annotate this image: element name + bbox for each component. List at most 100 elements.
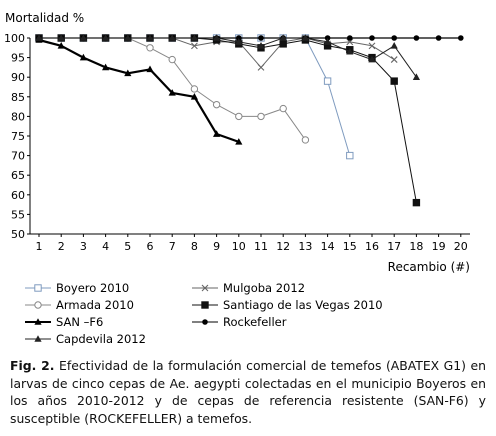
data-point (235, 112, 243, 121)
x-tick-label: 17 (387, 240, 401, 253)
legend-swatch-marker (34, 301, 42, 309)
x-tick-label: 13 (298, 240, 312, 253)
legend-label: Rockefeller (223, 315, 287, 329)
legend-swatch-marker (34, 318, 42, 325)
y-tick-label: 100 (4, 32, 25, 45)
data-point (390, 42, 398, 49)
data-point (124, 34, 132, 41)
data-point (213, 34, 221, 41)
data-point (391, 35, 398, 41)
data-point (102, 34, 110, 41)
series-7 (35, 34, 420, 80)
data-point (368, 55, 376, 63)
x-tick-label: 14 (321, 240, 335, 253)
legend-swatch-marker (202, 319, 208, 325)
data-point (369, 35, 375, 41)
data-point (324, 38, 332, 45)
data-point (301, 34, 309, 41)
x-tick-label: 19 (432, 240, 446, 253)
data-point (435, 35, 442, 41)
data-point (279, 104, 287, 113)
data-point (412, 73, 420, 80)
legend-swatch-marker (201, 284, 209, 292)
data-point (102, 63, 110, 71)
data-point (79, 34, 87, 41)
x-tick-label: 12 (276, 240, 290, 253)
legend-label: Capdevila 2012 (56, 332, 146, 346)
data-point (324, 35, 331, 41)
data-point (191, 42, 198, 50)
series-line (39, 37, 306, 141)
x-tick-label: 16 (365, 240, 379, 253)
y-tick-label: 90 (11, 71, 25, 84)
y-tick-label: 55 (11, 208, 25, 221)
legend-item: Boyero 2010 (25, 281, 129, 295)
data-point (258, 35, 264, 41)
x-tick-label: 6 (147, 240, 154, 253)
x-tick-label: 10 (232, 240, 246, 253)
data-point (257, 42, 265, 49)
y-tick-label: 65 (11, 169, 25, 182)
data-point (213, 130, 221, 137)
data-point (146, 44, 154, 52)
data-point (412, 198, 421, 207)
data-point (458, 35, 464, 41)
data-point (212, 100, 221, 109)
data-point (146, 34, 154, 41)
data-point (190, 93, 198, 100)
legend-item: Armada 2010 (25, 298, 134, 312)
data-point (323, 77, 332, 85)
x-tick-label: 1 (36, 240, 43, 253)
data-point (279, 40, 287, 48)
data-point (235, 38, 243, 45)
legend-label: Armada 2010 (56, 298, 134, 312)
y-tick-label: 60 (11, 189, 25, 202)
y-tick-label: 70 (11, 150, 25, 163)
x-tick-label: 15 (343, 240, 357, 253)
data-point (346, 151, 354, 160)
legend-swatch-marker (201, 301, 209, 309)
data-point (236, 35, 242, 41)
x-tick-label: 18 (409, 240, 423, 253)
legend-label: Santiago de las Vegas 2010 (223, 298, 383, 312)
y-tick-label: 95 (11, 52, 25, 65)
legend-item: Mulgoba 2012 (192, 281, 305, 295)
series-5 (35, 36, 243, 145)
legend-item: Santiago de las Vegas 2010 (192, 298, 383, 312)
legend-label: SAN –F6 (56, 315, 103, 329)
data-point (347, 35, 353, 41)
legend-item: Rockefeller (192, 315, 287, 329)
x-tick-label: 4 (102, 240, 109, 253)
data-point (124, 69, 132, 77)
data-point (79, 53, 87, 61)
y-tick-label: 75 (11, 130, 25, 143)
data-point (390, 56, 398, 63)
x-tick-label: 7 (169, 240, 176, 253)
legend-item: SAN –F6 (25, 315, 103, 329)
data-point (168, 89, 176, 96)
legend-item: Capdevila 2012 (25, 332, 146, 346)
x-tick-label: 2 (58, 240, 65, 253)
data-point (413, 35, 420, 41)
series-4 (35, 34, 421, 207)
data-point (279, 34, 287, 41)
x-tick-label: 9 (213, 240, 220, 253)
y-tick-label: 50 (11, 228, 25, 241)
data-point (346, 47, 354, 55)
x-axis-title: Recambio (#) (388, 260, 470, 274)
x-tick-label: 8 (191, 240, 198, 253)
data-point (390, 77, 398, 85)
data-point (57, 42, 65, 49)
x-tick-label: 3 (80, 240, 87, 253)
y-tick-label: 85 (11, 91, 25, 104)
data-point (301, 136, 310, 144)
data-point (257, 112, 265, 121)
figure-caption: Fig. 2. Efectividad de la formulación co… (10, 357, 486, 427)
data-point (57, 34, 65, 41)
y-tick-label: 80 (11, 110, 25, 123)
legend-swatch-marker (34, 335, 42, 342)
data-point (235, 138, 243, 145)
caption-label: Fig. 2. (10, 358, 55, 373)
series-line (39, 37, 417, 78)
